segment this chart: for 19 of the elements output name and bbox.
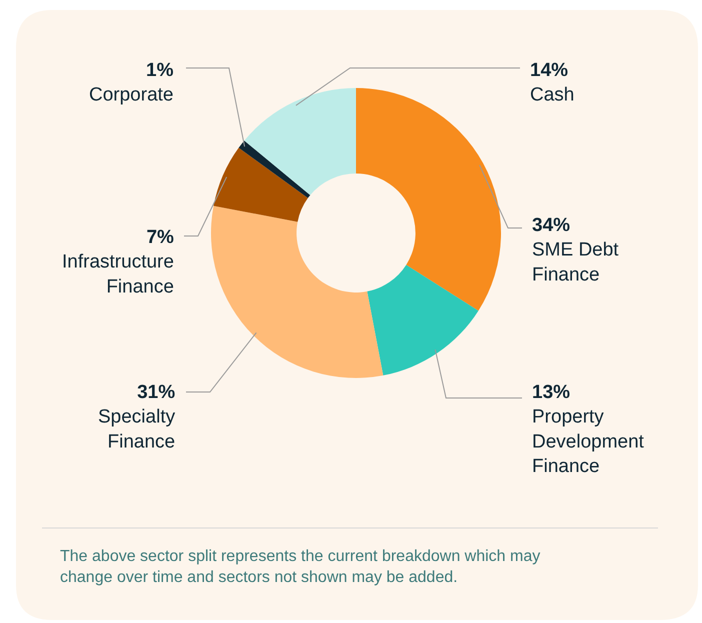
- data-label: 1%: [146, 60, 174, 81]
- slice-label: Infrastructure Finance: [62, 252, 174, 298]
- donut-slice: [214, 148, 308, 222]
- data-label: 7%: [146, 227, 174, 248]
- donut-slice: [356, 88, 501, 311]
- donut-slice: [238, 140, 310, 198]
- slice-label: Cash: [530, 84, 574, 106]
- slice-label: Property Development Finance: [532, 406, 645, 478]
- slice-label: SME Debt Finance: [532, 240, 620, 286]
- slice-label: Corporate: [89, 84, 174, 106]
- data-label: 34%: [532, 215, 570, 236]
- donut-slice: [211, 206, 384, 378]
- donut-slice: [244, 88, 356, 196]
- data-label: 14%: [530, 60, 568, 81]
- text: The above sector split represents the current breakdown which may change over time and sectors not shown may be added.: [60, 548, 540, 586]
- data-label: 13%: [532, 382, 570, 403]
- slice-label: Specialty Finance: [98, 406, 176, 452]
- donut-slice: [367, 264, 478, 376]
- data-label: 31%: [137, 382, 176, 403]
